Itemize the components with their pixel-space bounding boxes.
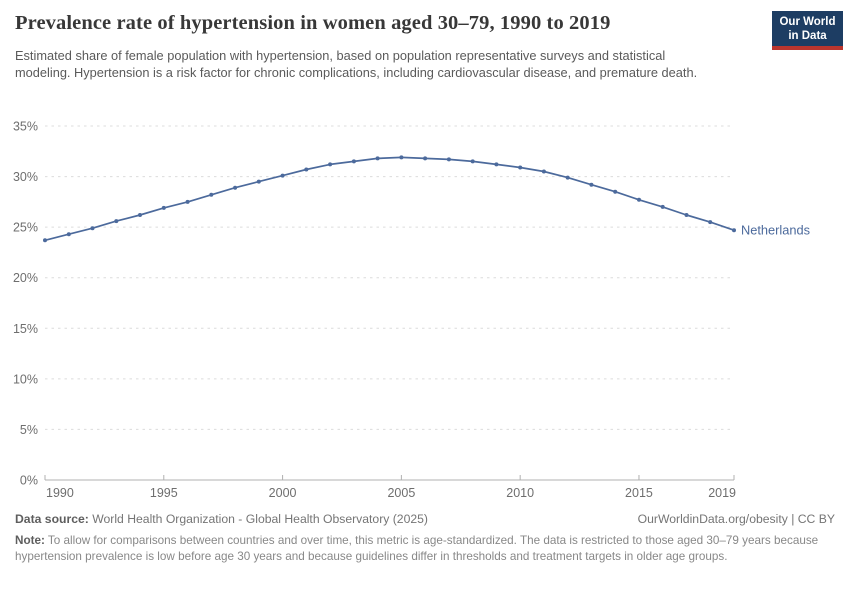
source-row: Data source: World Health Organization -… [15, 512, 835, 526]
owid-logo[interactable]: Our World in Data [772, 11, 843, 50]
owid-logo-line2: in Data [788, 29, 827, 42]
chart-footer: Data source: World Health Organization -… [15, 512, 835, 564]
x-tick-label-2019: 2019 [708, 486, 736, 500]
x-tick-label-2010: 2010 [506, 486, 534, 500]
netherlands-point-1991[interactable] [66, 232, 71, 237]
data-source: Data source: World Health Organization -… [15, 512, 428, 526]
y-tick-label-5: 5% [20, 423, 38, 437]
netherlands-point-2018[interactable] [708, 220, 713, 225]
footnote: Note: To allow for comparisons between c… [15, 533, 835, 564]
netherlands-point-2006[interactable] [423, 156, 428, 161]
attribution-link[interactable]: OurWorldinData.org/obesity | CC BY [637, 512, 835, 526]
netherlands-point-2007[interactable] [446, 157, 451, 162]
y-tick-label-10: 10% [13, 372, 38, 386]
netherlands-point-1998[interactable] [233, 185, 238, 190]
netherlands-point-2003[interactable] [351, 159, 356, 164]
line-chart[interactable]: 0% 5% 10% 15% 20% 25% 30% 35% 1990 1995 2000 2005 20… [0, 0, 850, 505]
netherlands-point-1990[interactable] [43, 238, 47, 243]
data-source-label: Data source: [15, 512, 89, 526]
netherlands-point-2014[interactable] [613, 189, 618, 194]
netherlands-point-2010[interactable] [518, 165, 523, 170]
netherlands-point-1994[interactable] [138, 213, 142, 217]
netherlands-point-2016[interactable] [660, 204, 665, 209]
owid-logo-line1: Our World [779, 16, 836, 28]
netherlands-point-1993[interactable] [114, 219, 119, 224]
y-tick-label-35: 35% [13, 120, 38, 134]
netherlands-point-2000[interactable] [280, 173, 285, 178]
netherlands-line[interactable] [44, 156, 735, 242]
netherlands-point-2005[interactable] [399, 155, 404, 160]
series-label-netherlands[interactable]: Netherlands [741, 223, 810, 238]
x-tick-label-2015: 2015 [625, 486, 653, 500]
y-tick-label-25: 25% [13, 221, 38, 235]
netherlands-point-2002[interactable] [328, 162, 333, 167]
netherlands-point-2015[interactable] [637, 197, 641, 202]
y-tick-label-20: 20% [13, 271, 38, 285]
netherlands-point-2009[interactable] [494, 162, 499, 167]
netherlands-point-1995[interactable] [161, 205, 166, 210]
x-tick-label-1995: 1995 [150, 486, 178, 500]
footnote-label: Note: [15, 534, 45, 547]
netherlands-point-1997[interactable] [209, 192, 214, 197]
netherlands-point-2017[interactable] [684, 213, 689, 217]
footnote-text: To allow for comparisons between countri… [15, 534, 819, 563]
netherlands-point-2001[interactable] [304, 167, 309, 172]
netherlands-point-1992[interactable] [90, 226, 95, 231]
x-tick-label-2005: 2005 [387, 486, 415, 500]
netherlands-point-2019[interactable] [732, 228, 736, 233]
netherlands-point-2004[interactable] [375, 156, 380, 161]
x-tick-label-1990: 1990 [46, 486, 74, 500]
data-source-text: World Health Organization - Global Healt… [88, 512, 428, 526]
netherlands-point-1999[interactable] [256, 179, 261, 184]
netherlands-point-2008[interactable] [470, 159, 475, 164]
chart-subtitle: Estimated share of female population wit… [15, 48, 698, 80]
netherlands-point-1996[interactable] [185, 199, 190, 204]
netherlands-point-2011[interactable] [541, 169, 546, 174]
netherlands-point-2013[interactable] [589, 182, 594, 187]
y-tick-label-15: 15% [13, 322, 38, 336]
y-tick-label-30: 30% [13, 170, 38, 184]
netherlands-point-2012[interactable] [565, 175, 570, 180]
y-tick-label-0: 0% [20, 474, 38, 488]
page-title: Prevalence rate of hypertension in women… [15, 12, 611, 34]
x-tick-label-2000: 2000 [269, 486, 297, 500]
